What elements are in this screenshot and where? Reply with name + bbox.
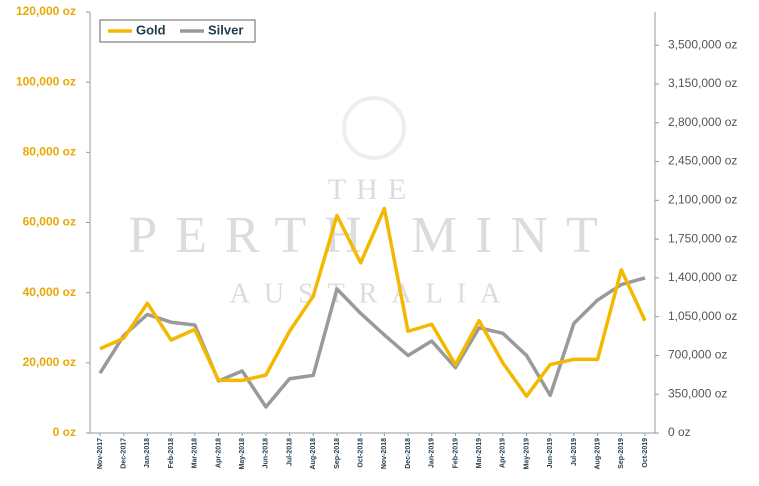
y2-tick-label: 0 oz	[668, 425, 691, 439]
y-tick-label: 80,000 oz	[23, 145, 76, 159]
x-tick-label: Feb-2018	[168, 438, 175, 468]
x-tick-label: Aug-2019	[594, 438, 601, 470]
y2-tick-label: 2,450,000 oz	[668, 154, 737, 168]
legend-label: Gold	[136, 22, 166, 37]
x-tick-label: Mar-2018	[192, 438, 199, 468]
y-tick-label: 120,000 oz	[16, 4, 76, 18]
x-tick-label: Dec-2018	[405, 438, 412, 469]
x-tick-label: Mar-2019	[476, 438, 483, 468]
y2-tick-label: 1,750,000 oz	[668, 231, 737, 245]
x-tick-label: Sep-2019	[618, 438, 625, 469]
y-tick-label: 40,000 oz	[23, 285, 76, 299]
x-tick-label: Jul-2019	[571, 438, 578, 466]
y2-tick-label: 350,000 oz	[668, 386, 727, 400]
x-tick-label: Nov-2017	[97, 438, 104, 469]
y2-tick-label: 700,000 oz	[668, 348, 727, 362]
x-tick-label: Oct-2018	[357, 438, 364, 468]
x-tick-label: May-2018	[239, 438, 246, 470]
x-tick-label: Aug-2018	[310, 438, 317, 470]
y-tick-label: 0 oz	[53, 425, 76, 439]
watermark: AUSTRALIA	[230, 278, 515, 309]
y2-tick-label: 3,150,000 oz	[668, 76, 737, 90]
legend-box	[99, 19, 256, 43]
x-tick-label: Jun-2018	[263, 438, 270, 468]
y2-tick-label: 2,100,000 oz	[668, 193, 737, 207]
series-line	[98, 276, 646, 409]
watermark: THE	[328, 173, 416, 206]
x-tick-label: Jan-2018	[144, 438, 151, 468]
x-tick-label: Feb-2019	[452, 438, 459, 468]
x-tick-label: Oct-2019	[642, 438, 649, 468]
x-tick-label: Nov-2018	[381, 438, 388, 469]
y2-tick-label: 2,800,000 oz	[668, 115, 737, 129]
x-tick-label: Jul-2018	[286, 438, 293, 466]
x-tick-label: Sep-2018	[334, 438, 341, 469]
y2-tick-label: 3,500,000 oz	[668, 37, 737, 51]
x-tick-label: Jun-2019	[547, 438, 554, 468]
x-tick-label: Apr-2019	[500, 438, 507, 468]
y2-tick-label: 1,050,000 oz	[668, 309, 737, 323]
x-tick-label: Apr-2018	[215, 438, 222, 468]
legend-label: Silver	[208, 22, 243, 37]
x-tick-label: Jan-2019	[429, 438, 436, 468]
y-tick-label: 60,000 oz	[23, 215, 76, 229]
x-tick-label: Dec-2017	[121, 438, 128, 469]
y-tick-label: 100,000 oz	[16, 74, 76, 88]
watermark-logo	[342, 96, 406, 160]
series-line	[99, 206, 647, 398]
y2-tick-label: 1,400,000 oz	[668, 270, 737, 284]
y-tick-label: 20,000 oz	[23, 355, 76, 369]
x-tick-label: May-2019	[523, 438, 530, 470]
